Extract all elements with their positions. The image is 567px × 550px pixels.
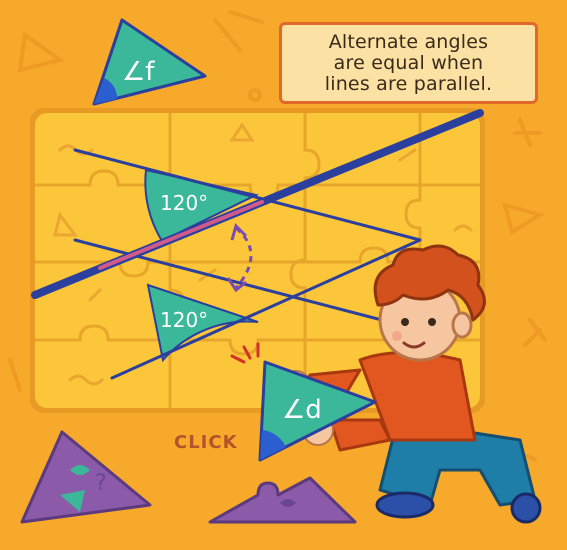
- swap-arrow-icon: [226, 223, 253, 293]
- loose-piece-bottom[interactable]: [208, 476, 357, 524]
- angle-tile-d[interactable]: [258, 360, 377, 462]
- click-hint: CLICK: [174, 432, 238, 453]
- loose-piece-left[interactable]: ?: [20, 430, 152, 524]
- puzzle-board: [30, 108, 485, 413]
- svg-text:?: ?: [95, 471, 107, 496]
- transversal-line: [31, 109, 484, 299]
- click-sparks-icon: [230, 342, 260, 364]
- angle-tile-f[interactable]: [92, 18, 207, 106]
- rule-callout: Alternate angles are equal when lines ar…: [279, 22, 538, 104]
- rule-callout-text: Alternate angles are equal when lines ar…: [324, 30, 493, 95]
- lower-angle-wedge: [146, 283, 259, 363]
